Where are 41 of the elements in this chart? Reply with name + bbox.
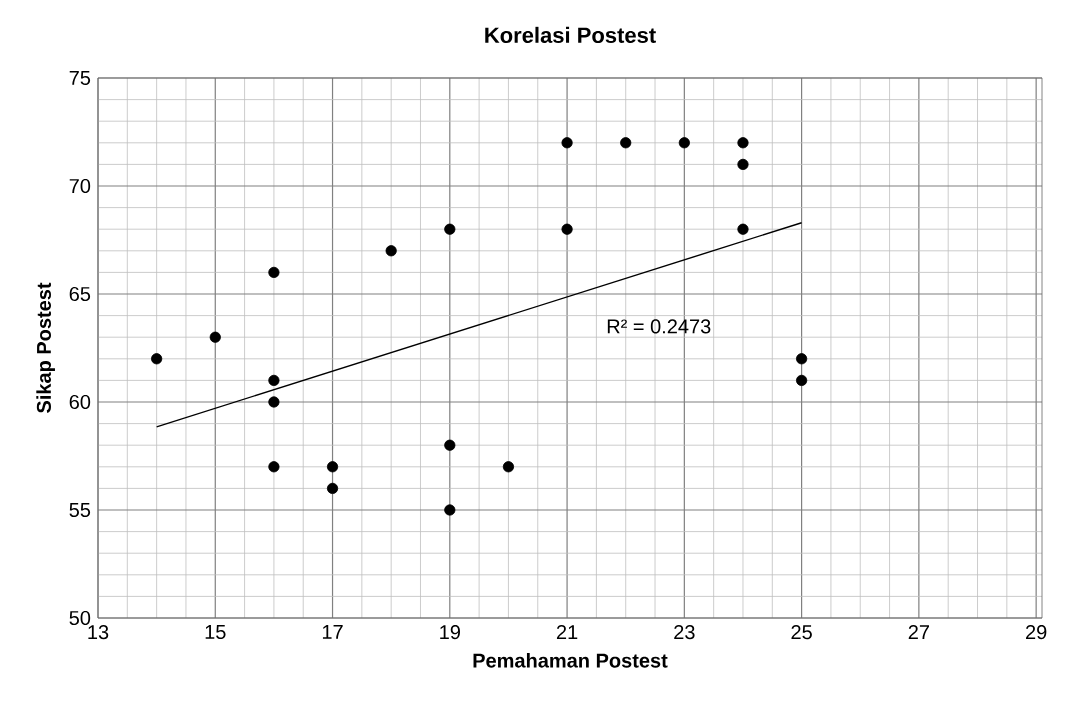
- x-tick-label: 29: [1026, 625, 1047, 640]
- point: [502, 461, 515, 473]
- point: [268, 396, 280, 408]
- x-axis-title: Pemahaman Postest: [473, 652, 668, 668]
- x-tick-label: 27: [908, 625, 929, 640]
- x-tick-label: 21: [556, 625, 578, 640]
- x-tick-label: 23: [674, 625, 695, 640]
- point: [326, 482, 339, 494]
- y-tick-label: 75: [69, 71, 91, 85]
- point: [737, 158, 749, 170]
- y-tick-label: 55: [69, 503, 91, 517]
- point: [444, 504, 456, 516]
- point: [151, 353, 163, 365]
- point: [678, 137, 690, 149]
- point: [268, 266, 280, 278]
- point: [385, 245, 397, 257]
- chart-title: Korelasi Postest: [485, 26, 656, 43]
- point: [444, 439, 456, 451]
- y-tick-label: 65: [69, 286, 91, 302]
- point: [620, 137, 632, 149]
- point: [737, 137, 749, 149]
- point: [268, 461, 280, 473]
- x-tick-label: 17: [322, 625, 343, 639]
- x-tick-label: 25: [791, 625, 812, 640]
- point: [326, 461, 339, 473]
- point: [796, 353, 808, 365]
- y-axis-title: Sikap Postest: [36, 282, 55, 414]
- point: [737, 223, 749, 235]
- x-tick-label: 13: [88, 625, 109, 640]
- point: [268, 374, 280, 386]
- annotation: R² = 0.2473: [607, 319, 711, 334]
- y-tick-label: 70: [69, 178, 91, 194]
- point: [561, 137, 573, 149]
- point: [561, 223, 573, 235]
- y-tick-label: 60: [69, 394, 91, 410]
- point: [444, 223, 456, 235]
- y-tick-label: 50: [69, 610, 91, 626]
- point: [796, 374, 808, 386]
- point: [209, 331, 221, 343]
- x-tick-label: 15: [205, 625, 226, 640]
- x-tick-label: 19: [440, 625, 460, 640]
